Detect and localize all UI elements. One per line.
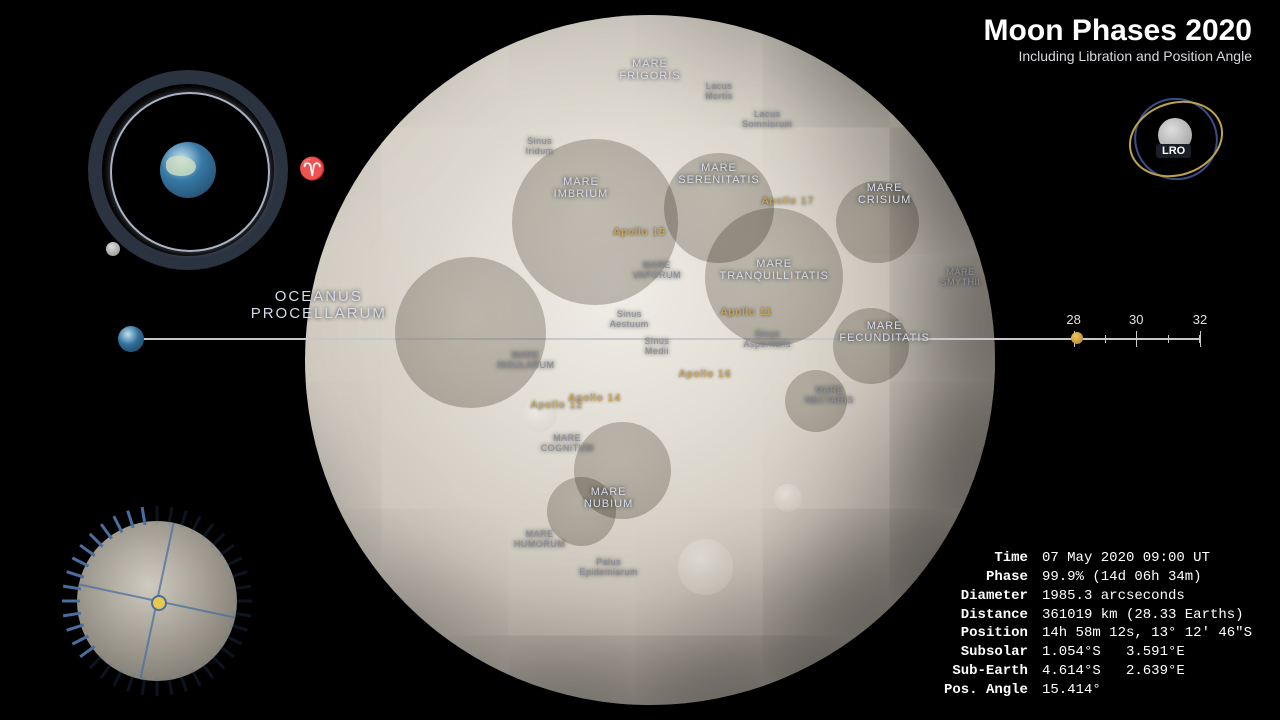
info-key: Pos. Angle: [936, 681, 1028, 700]
feature-label: MARESMYTHII: [940, 267, 980, 287]
feature-label: SinusMedii: [644, 336, 669, 356]
lro-badge: LRO: [1128, 92, 1220, 184]
stage: Moon Phases 2020 Including Libration and…: [0, 0, 1280, 720]
info-row: Phase 99.9% (14d 06h 34m): [936, 568, 1252, 587]
title-block: Moon Phases 2020 Including Libration and…: [984, 14, 1252, 64]
scale-label: 28: [1066, 312, 1080, 327]
info-value: 99.9% (14d 06h 34m): [1042, 568, 1202, 587]
info-key: Position: [936, 624, 1028, 643]
feature-label: SinusAsperitatis: [744, 329, 792, 349]
feature-label: SinusIridum: [526, 136, 554, 156]
info-value: 07 May 2020 09:00 UT: [1042, 549, 1210, 568]
apollo-label: Apollo 15: [613, 226, 666, 238]
feature-label: MAREFRIGORIS: [619, 58, 680, 82]
info-row: Diameter 1985.3 arcseconds: [936, 587, 1252, 606]
info-row: Subsolar 1.054°S 3.591°E: [936, 643, 1252, 662]
feature-label: MAREFECUNDITATIS: [839, 320, 929, 344]
info-row: Pos. Angle 15.414°: [936, 681, 1252, 700]
info-row: Time 07 May 2020 09:00 UT: [936, 549, 1252, 568]
scale-label: 30: [1129, 312, 1143, 327]
lro-label: LRO: [1156, 144, 1191, 158]
orbit-moon-icon: [106, 242, 120, 256]
feature-label: MAREINSULARUM: [497, 350, 555, 370]
feature-label: MARECRISIUM: [858, 182, 911, 206]
scale-earth-icon: [118, 326, 144, 352]
info-value: 15.414°: [1042, 681, 1101, 700]
feature-label: MARESERENITATIS: [678, 162, 760, 186]
info-row: Distance 361019 km (28.33 Earths): [936, 606, 1252, 625]
scale-label: 32: [1193, 312, 1207, 327]
apollo-label: Apollo 12: [530, 399, 583, 411]
feature-label: MAREVAPORUM: [633, 260, 681, 280]
feature-label: PalusEpidemiarum: [579, 557, 638, 577]
feature-label: MARECOGNITUM: [541, 433, 594, 453]
feature-label: MARETRANQUILLITATIS: [720, 258, 829, 282]
feature-label: LacusSomniorum: [742, 109, 793, 129]
info-value: 4.614°S 2.639°E: [1042, 662, 1185, 681]
moon-crater: [774, 484, 802, 512]
apollo-label: Apollo 17: [762, 195, 815, 207]
apollo-label: Apollo 11: [721, 306, 773, 318]
info-panel: Time 07 May 2020 09:00 UT Phase 99.9% (14d …: [936, 549, 1252, 700]
info-key: Diameter: [936, 587, 1028, 606]
title-sub: Including Libration and Position Angle: [984, 48, 1252, 64]
info-key: Time: [936, 549, 1028, 568]
info-key: Subsolar: [936, 643, 1028, 662]
info-value: 1.054°S 3.591°E: [1042, 643, 1185, 662]
moon-mare: [395, 257, 547, 409]
info-key: Phase: [936, 568, 1028, 587]
info-value: 14h 58m 12s, 13° 12' 46"S: [1042, 624, 1252, 643]
scale-moon-icon: [1071, 332, 1083, 344]
info-key: Distance: [936, 606, 1028, 625]
scale-minor-tick: [1136, 335, 1137, 343]
feature-label: MARENUBIUM: [584, 486, 633, 510]
libration-dial: [62, 506, 252, 696]
info-row: Position 14h 58m 12s, 13° 12' 46"S: [936, 624, 1252, 643]
info-row: Sub-Earth 4.614°S 2.639°E: [936, 662, 1252, 681]
title-main: Moon Phases 2020: [984, 14, 1252, 48]
info-key: Sub-Earth: [936, 662, 1028, 681]
scale-minor-tick: [1199, 335, 1200, 343]
orbit-earth-icon: [160, 142, 216, 198]
feature-label: MARENECTARIS: [805, 385, 854, 405]
scale-tick: [1200, 331, 1201, 347]
feature-label: LacusMortis: [705, 81, 733, 101]
feature-label: SinusAestuum: [610, 309, 649, 329]
orbit-diagram: ♈: [88, 70, 288, 270]
scale-minor-tick: [1105, 335, 1106, 343]
moon-crater: [678, 539, 733, 594]
aries-icon: ♈: [299, 156, 326, 182]
apollo-label: Apollo 16: [679, 368, 732, 380]
scale-minor-tick: [1168, 335, 1169, 343]
feature-label: OCEANUSPROCELLARUM: [251, 288, 387, 322]
feature-label: MAREIMBRIUM: [554, 176, 609, 200]
info-value: 1985.3 arcseconds: [1042, 587, 1185, 606]
info-value: 361019 km (28.33 Earths): [1042, 606, 1244, 625]
libration-center-icon: [151, 595, 167, 611]
feature-label: MAREHUMORUM: [514, 529, 566, 549]
